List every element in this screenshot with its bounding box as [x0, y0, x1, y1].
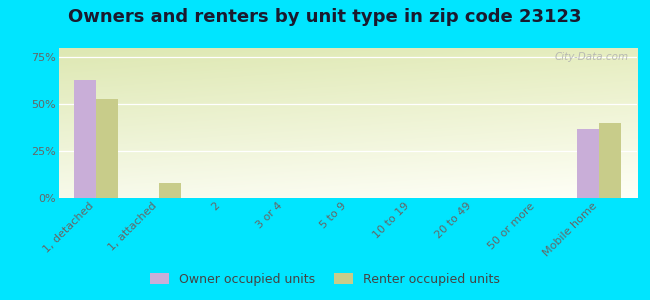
Bar	[74, 80, 96, 198]
Bar	[599, 123, 621, 198]
Bar	[159, 183, 181, 198]
Bar	[96, 99, 118, 198]
Bar	[577, 129, 599, 198]
Text: Owners and renters by unit type in zip code 23123: Owners and renters by unit type in zip c…	[68, 8, 582, 26]
Text: City-Data.com: City-Data.com	[554, 52, 629, 62]
Legend: Owner occupied units, Renter occupied units: Owner occupied units, Renter occupied un…	[146, 268, 504, 291]
